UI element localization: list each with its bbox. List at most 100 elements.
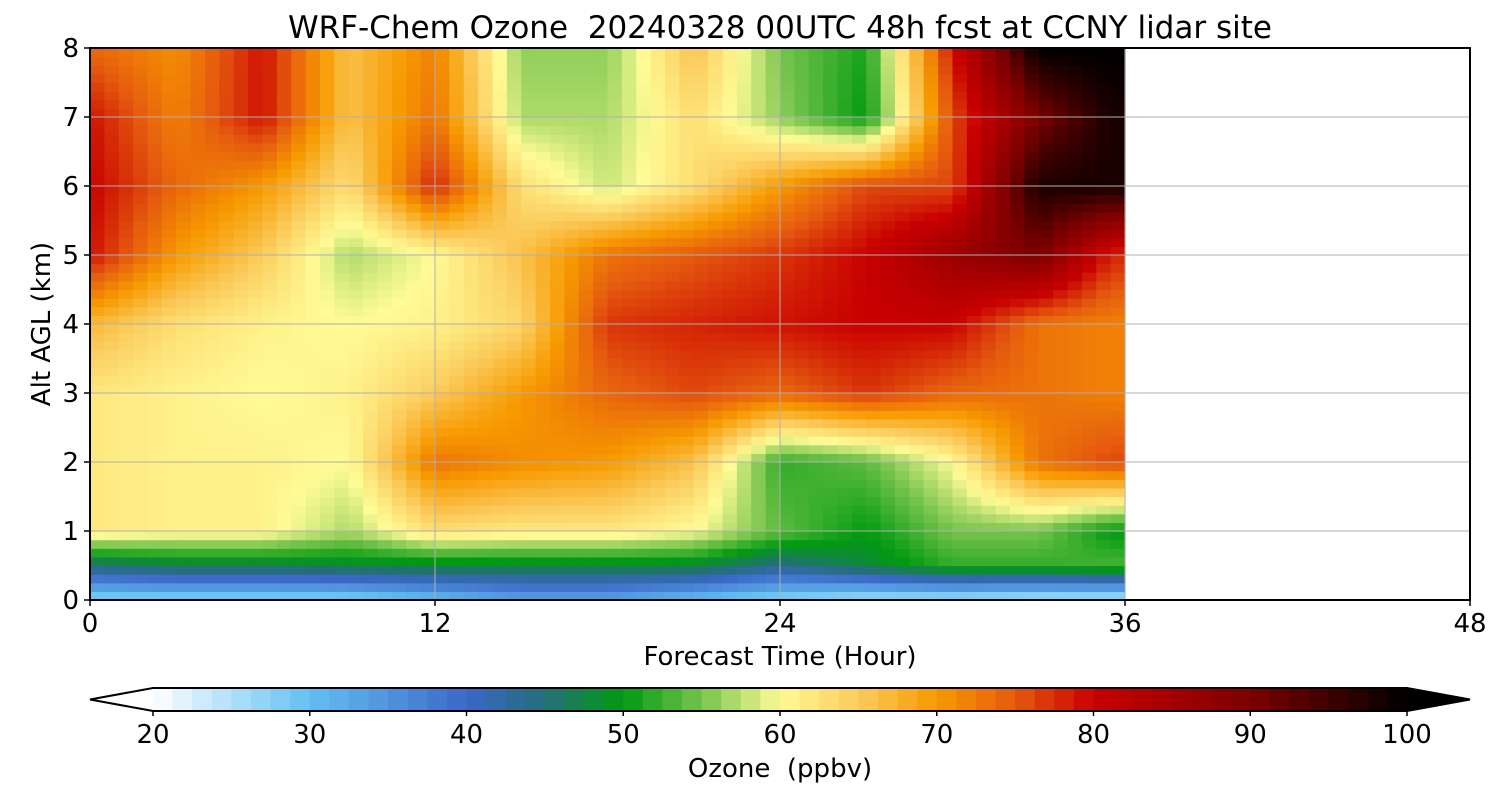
heatmap-cell bbox=[665, 211, 680, 222]
heatmap-cell bbox=[118, 591, 134, 600]
heatmap-cell bbox=[665, 142, 680, 153]
heatmap-cell bbox=[952, 99, 968, 109]
heatmap-cell bbox=[736, 332, 752, 342]
heatmap-cell bbox=[478, 548, 494, 558]
heatmap-cell bbox=[866, 48, 882, 58]
heatmap-cell bbox=[564, 151, 580, 161]
heatmap-cell bbox=[708, 168, 724, 178]
heatmap-cell bbox=[1053, 134, 1069, 144]
heatmap-cell bbox=[233, 565, 249, 575]
heatmap-cell bbox=[1024, 358, 1040, 368]
heatmap-cell bbox=[463, 255, 479, 265]
heatmap-cell bbox=[578, 367, 594, 377]
heatmap-cell bbox=[478, 99, 494, 109]
heatmap-cell bbox=[161, 237, 177, 247]
heatmap-cell bbox=[1110, 229, 1126, 239]
heatmap-cell bbox=[636, 220, 652, 230]
heatmap-cell bbox=[147, 151, 163, 161]
heatmap-cell bbox=[291, 203, 307, 213]
heatmap-cell bbox=[808, 168, 824, 178]
heatmap-cell bbox=[305, 453, 321, 463]
heatmap-cell bbox=[679, 142, 695, 153]
heatmap-cell bbox=[435, 73, 450, 84]
heatmap-cell bbox=[736, 393, 752, 403]
heatmap-cell bbox=[966, 298, 982, 308]
heatmap-cell bbox=[808, 289, 824, 299]
heatmap-cell bbox=[780, 151, 795, 161]
heatmap-cell bbox=[851, 272, 867, 282]
heatmap-cell bbox=[693, 186, 709, 196]
heatmap-cell bbox=[923, 349, 939, 360]
heatmap-cell bbox=[966, 263, 982, 273]
heatmap-cell bbox=[693, 272, 709, 282]
heatmap-cell bbox=[866, 177, 882, 187]
heatmap-cell bbox=[521, 99, 537, 109]
heatmap-cell bbox=[363, 229, 379, 239]
heatmap-cell bbox=[161, 272, 177, 282]
heatmap-cell bbox=[406, 324, 422, 334]
heatmap-cell bbox=[851, 522, 867, 532]
heatmap-cell bbox=[593, 479, 609, 489]
heatmap-cell bbox=[995, 453, 1011, 463]
heatmap-cell bbox=[435, 487, 450, 498]
heatmap-cell bbox=[276, 513, 292, 523]
heatmap-cell bbox=[866, 522, 882, 532]
heatmap-cell bbox=[190, 280, 206, 291]
heatmap-cell bbox=[463, 56, 479, 66]
heatmap-cell bbox=[463, 427, 479, 437]
heatmap-cell bbox=[995, 375, 1011, 385]
heatmap-cell bbox=[291, 539, 307, 549]
heatmap-cell bbox=[909, 556, 925, 567]
heatmap-cell bbox=[909, 177, 925, 187]
heatmap-cell bbox=[521, 444, 537, 454]
heatmap-cell bbox=[233, 479, 249, 489]
heatmap-cell bbox=[276, 298, 292, 308]
heatmap-cell bbox=[506, 289, 522, 299]
heatmap-cell bbox=[348, 160, 364, 170]
heatmap-cell bbox=[406, 272, 422, 282]
heatmap-cell bbox=[320, 349, 335, 360]
heatmap-cell bbox=[118, 565, 134, 575]
heatmap-cell bbox=[722, 505, 738, 515]
heatmap-cell bbox=[909, 574, 925, 584]
heatmap-cell bbox=[909, 548, 925, 558]
heatmap-cell bbox=[435, 134, 450, 144]
heatmap-cell bbox=[578, 505, 594, 515]
heatmap-cell bbox=[808, 539, 824, 549]
heatmap-cell bbox=[909, 453, 925, 463]
heatmap-cell bbox=[291, 522, 307, 532]
heatmap-cell bbox=[1067, 341, 1083, 351]
heatmap-cell bbox=[794, 160, 810, 170]
heatmap-cell bbox=[348, 229, 364, 239]
heatmap-cell bbox=[808, 358, 824, 368]
heatmap-cell bbox=[966, 99, 982, 109]
heatmap-cell bbox=[492, 565, 508, 575]
heatmap-cell bbox=[205, 289, 220, 299]
heatmap-cell bbox=[981, 470, 997, 480]
heatmap-cell bbox=[851, 418, 867, 429]
heatmap-cell bbox=[607, 91, 623, 101]
heatmap-cell bbox=[938, 220, 954, 230]
heatmap-cell bbox=[1038, 496, 1054, 506]
heatmap-cell bbox=[334, 160, 350, 170]
heatmap-cell bbox=[104, 237, 120, 247]
heatmap-cell bbox=[248, 358, 264, 368]
heatmap-cell bbox=[1067, 289, 1083, 299]
heatmap-cell bbox=[1096, 108, 1112, 118]
heatmap-cell bbox=[377, 358, 393, 368]
heatmap-cell bbox=[837, 513, 853, 523]
heatmap-cell bbox=[449, 203, 465, 213]
heatmap-cell bbox=[305, 48, 321, 58]
heatmap-cell bbox=[837, 117, 853, 127]
heatmap-cell bbox=[938, 332, 954, 342]
heatmap-cell bbox=[650, 591, 666, 600]
heatmap-cell bbox=[636, 73, 652, 84]
heatmap-cell bbox=[1096, 48, 1112, 58]
heatmap-cell bbox=[377, 565, 393, 575]
heatmap-cell bbox=[1010, 315, 1025, 325]
heatmap-cell bbox=[219, 289, 235, 299]
heatmap-cell bbox=[636, 306, 652, 316]
heatmap-cell bbox=[262, 418, 278, 429]
heatmap-cell bbox=[938, 186, 954, 196]
heatmap-cell bbox=[780, 229, 795, 239]
